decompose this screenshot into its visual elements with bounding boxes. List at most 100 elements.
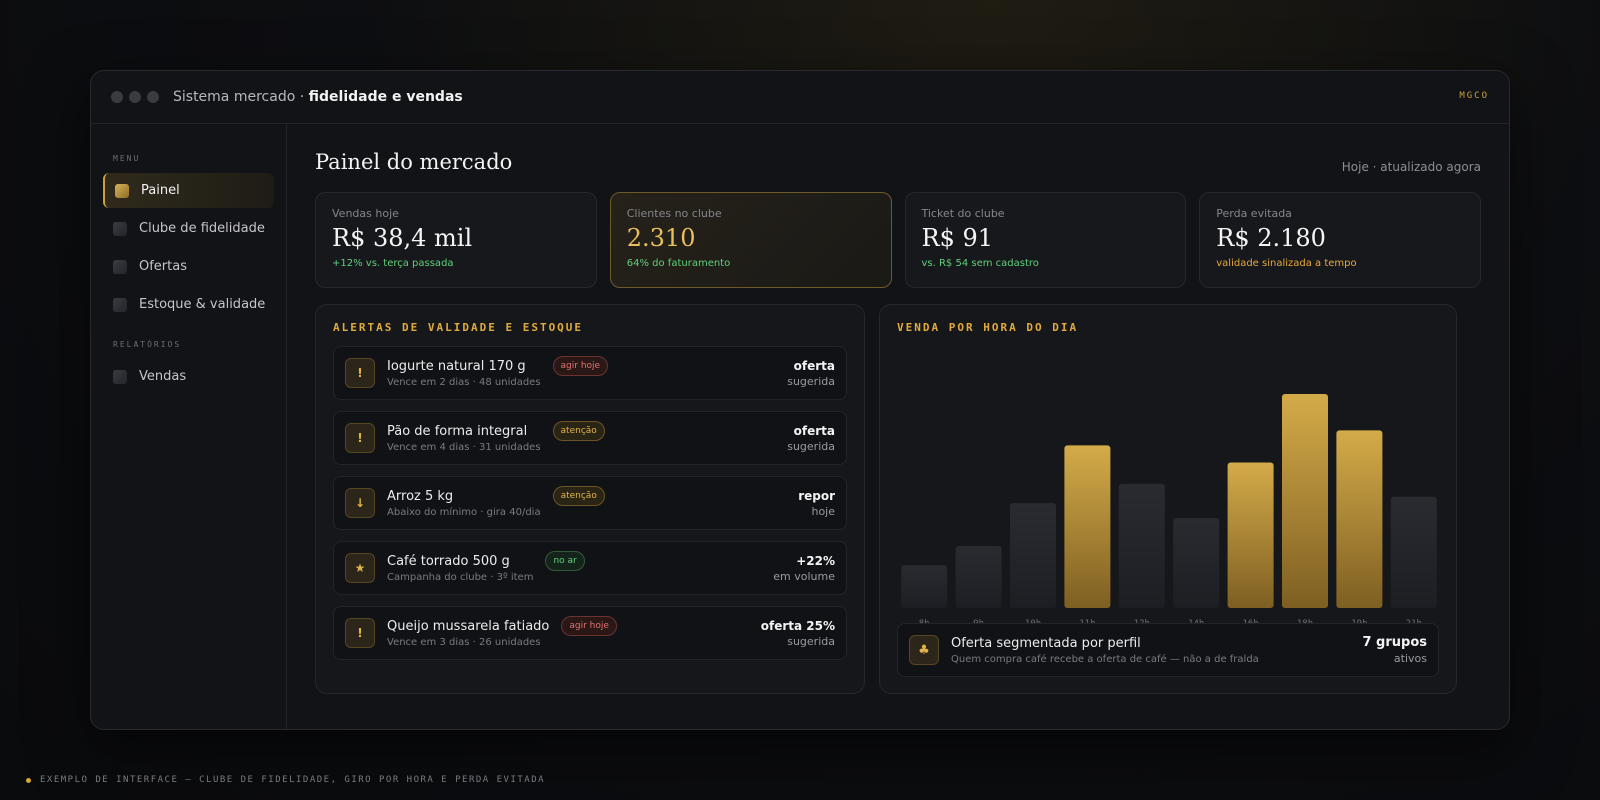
bar-19h[interactable] <box>1336 430 1383 608</box>
sidebar-item-ofertas[interactable]: Ofertas <box>103 249 274 284</box>
reports-section-label: RELATÓRIOS <box>113 340 182 349</box>
alert-detail: Vence em 4 dias · 31 unidades <box>387 441 541 453</box>
alert-action: +22% <box>796 554 835 568</box>
sidebar-item-painel[interactable]: Painel <box>103 173 274 208</box>
kpi-card-vendas[interactable]: Vendas hoje R$ 38,4 mil +12% vs. terça p… <box>315 192 597 288</box>
status-badge: agir hoje <box>561 616 617 636</box>
sidebar-item-label: Ofertas <box>139 259 187 274</box>
alert-detail: Vence em 2 dias · 48 unidades <box>387 376 541 388</box>
alert-product: Arroz 5 kg <box>387 488 454 504</box>
alert-row[interactable]: ! Queijo mussarela fatiado Vence em 3 di… <box>333 606 847 660</box>
window-title-bold: fidelidade e vendas <box>308 89 463 105</box>
sidebar-item-label: Painel <box>141 183 180 198</box>
offers-icon <box>113 259 127 274</box>
window-title-prefix: Sistema mercado · <box>173 89 309 105</box>
alert-row[interactable]: ! Iogurte natural 170 g Vence em 2 dias … <box>333 346 847 400</box>
bar-12h[interactable] <box>1118 483 1165 608</box>
sidebar-item-vendas[interactable]: Vendas <box>103 359 274 394</box>
chart-title: VENDA POR HORA DO DIA <box>897 321 1079 334</box>
kpi-label: Clientes no clube <box>626 207 722 220</box>
arrow-down-icon: ↓ <box>345 488 375 518</box>
warning-icon: ! <box>345 358 375 388</box>
alerts-panel: ALERTAS DE VALIDADE E ESTOQUE ! Iogurte … <box>315 304 865 694</box>
updated-status: Hoje · atualizado agora <box>1341 160 1481 174</box>
alert-row[interactable]: ! Pão de forma integral Vence em 4 dias … <box>333 411 847 465</box>
alert-row[interactable]: ↓ Arroz 5 kg Abaixo do mínimo · gira 40/… <box>333 476 847 530</box>
alert-product: Iogurte natural 170 g <box>387 358 526 374</box>
alert-suggestion: oferta sugerida <box>787 359 835 388</box>
loyalty-icon <box>113 221 127 236</box>
app-window: Sistema mercado · fidelidade e vendas MG… <box>90 70 1510 730</box>
window-controls <box>111 91 159 103</box>
alert-text: Arroz 5 kg Abaixo do mínimo · gira 40/di… <box>387 489 541 518</box>
sidebar: MENU Painel Clube de fidelidade Ofertas … <box>91 124 287 729</box>
bar-10h[interactable] <box>1010 503 1056 608</box>
alert-note: sugerida <box>787 440 835 453</box>
kpi-card-perda[interactable]: Perda evitada R$ 2.180 validade sinaliza… <box>1199 192 1481 288</box>
alert-action: oferta <box>793 424 835 438</box>
sidebar-item-label: Clube de fidelidade <box>139 221 265 236</box>
bar-8h[interactable] <box>901 565 948 608</box>
promo-text: Oferta segmentada por perfil Quem compra… <box>951 636 1259 665</box>
status-badge: atenção <box>552 486 605 506</box>
segmented-offer-card[interactable]: ♣ Oferta segmentada por perfil Quem comp… <box>897 623 1439 677</box>
alert-action: oferta 25% <box>760 619 835 633</box>
sales-by-hour-panel: VENDA POR HORA DO DIA 8h9h10h11h12h14h16… <box>879 304 1457 694</box>
main-content: Painel do mercado Hoje · atualizado agor… <box>287 124 1509 729</box>
bar-21h[interactable] <box>1390 496 1437 608</box>
promo-sub: Quem compra café recebe a oferta de café… <box>951 653 1259 665</box>
sidebar-item-estoque[interactable]: Estoque & validade <box>103 287 274 322</box>
footer-caption: EXEMPLO DE INTERFACE — CLUBE DE FIDELIDA… <box>26 775 545 785</box>
kpi-card-ticket[interactable]: Ticket do clube R$ 91 vs. R$ 54 sem cada… <box>904 192 1187 288</box>
kpi-sub: +12% vs. terça passada <box>332 258 454 269</box>
alert-detail: Campanha do clube · 3º item <box>387 571 534 583</box>
alert-row[interactable]: ★ Café torrado 500 g Campanha do clube ·… <box>333 541 847 595</box>
title-bar: Sistema mercado · fidelidade e vendas MG… <box>91 71 1509 124</box>
alert-suggestion: +22% em volume <box>773 554 835 583</box>
bar-16h[interactable] <box>1227 462 1274 608</box>
alert-product: Café torrado 500 g <box>387 553 510 569</box>
bar-11h[interactable] <box>1064 445 1111 608</box>
kpi-value: 2.310 <box>626 224 696 252</box>
status-badge: no ar <box>545 551 585 571</box>
app-code: MGCO <box>1459 91 1489 101</box>
panel-icon <box>115 183 129 198</box>
kpi-card-clientes[interactable]: Clientes no clube 2.310 64% do faturamen… <box>609 192 892 288</box>
kpi-label: Perda evitada <box>1216 207 1292 220</box>
warning-icon: ! <box>345 618 375 648</box>
alert-note: hoje <box>811 505 835 518</box>
sidebar-item-clube[interactable]: Clube de fidelidade <box>103 211 274 246</box>
alert-action: repor <box>798 489 835 503</box>
promo-status: 7 grupos ativos <box>1362 635 1427 665</box>
menu-section-label: MENU <box>113 154 141 163</box>
status-badge: atenção <box>552 421 605 441</box>
bar-18h[interactable] <box>1282 394 1328 608</box>
kpi-sub: validade sinalizada a tempo <box>1216 258 1357 269</box>
alert-product: Queijo mussarela fatiado <box>387 618 550 634</box>
alert-action: oferta <box>793 359 835 373</box>
alert-text: Pão de forma integral Vence em 4 dias · … <box>387 424 541 453</box>
alert-suggestion: oferta sugerida <box>787 424 835 453</box>
alert-detail: Abaixo do mínimo · gira 40/dia <box>387 506 541 518</box>
kpi-value: R$ 38,4 mil <box>332 224 473 252</box>
sidebar-item-label: Vendas <box>139 369 187 384</box>
footer-dot-icon <box>26 777 31 783</box>
sales-icon <box>113 369 127 384</box>
alert-note: sugerida <box>787 375 835 388</box>
kpi-sub: 64% do faturamento <box>626 258 731 269</box>
warning-icon: ! <box>345 423 375 453</box>
kpi-value: R$ 2.180 <box>1216 224 1326 252</box>
bar-9h[interactable] <box>955 545 1002 608</box>
kpi-row: Vendas hoje R$ 38,4 mil +12% vs. terça p… <box>315 192 1481 288</box>
kpi-sub: vs. R$ 54 sem cadastro <box>921 258 1039 269</box>
close-window-button[interactable] <box>111 91 123 103</box>
sidebar-item-label: Estoque & validade <box>139 297 266 312</box>
alert-text: Queijo mussarela fatiado Vence em 3 dias… <box>387 619 549 648</box>
bar-14h[interactable] <box>1173 518 1220 608</box>
alert-detail: Vence em 3 dias · 26 unidades <box>387 636 541 648</box>
minimize-window-button[interactable] <box>129 91 141 103</box>
maximize-window-button[interactable] <box>147 91 159 103</box>
kpi-label: Vendas hoje <box>332 207 399 220</box>
kpi-label: Ticket do clube <box>921 207 1005 220</box>
promo-title: Oferta segmentada por perfil <box>951 635 1141 651</box>
